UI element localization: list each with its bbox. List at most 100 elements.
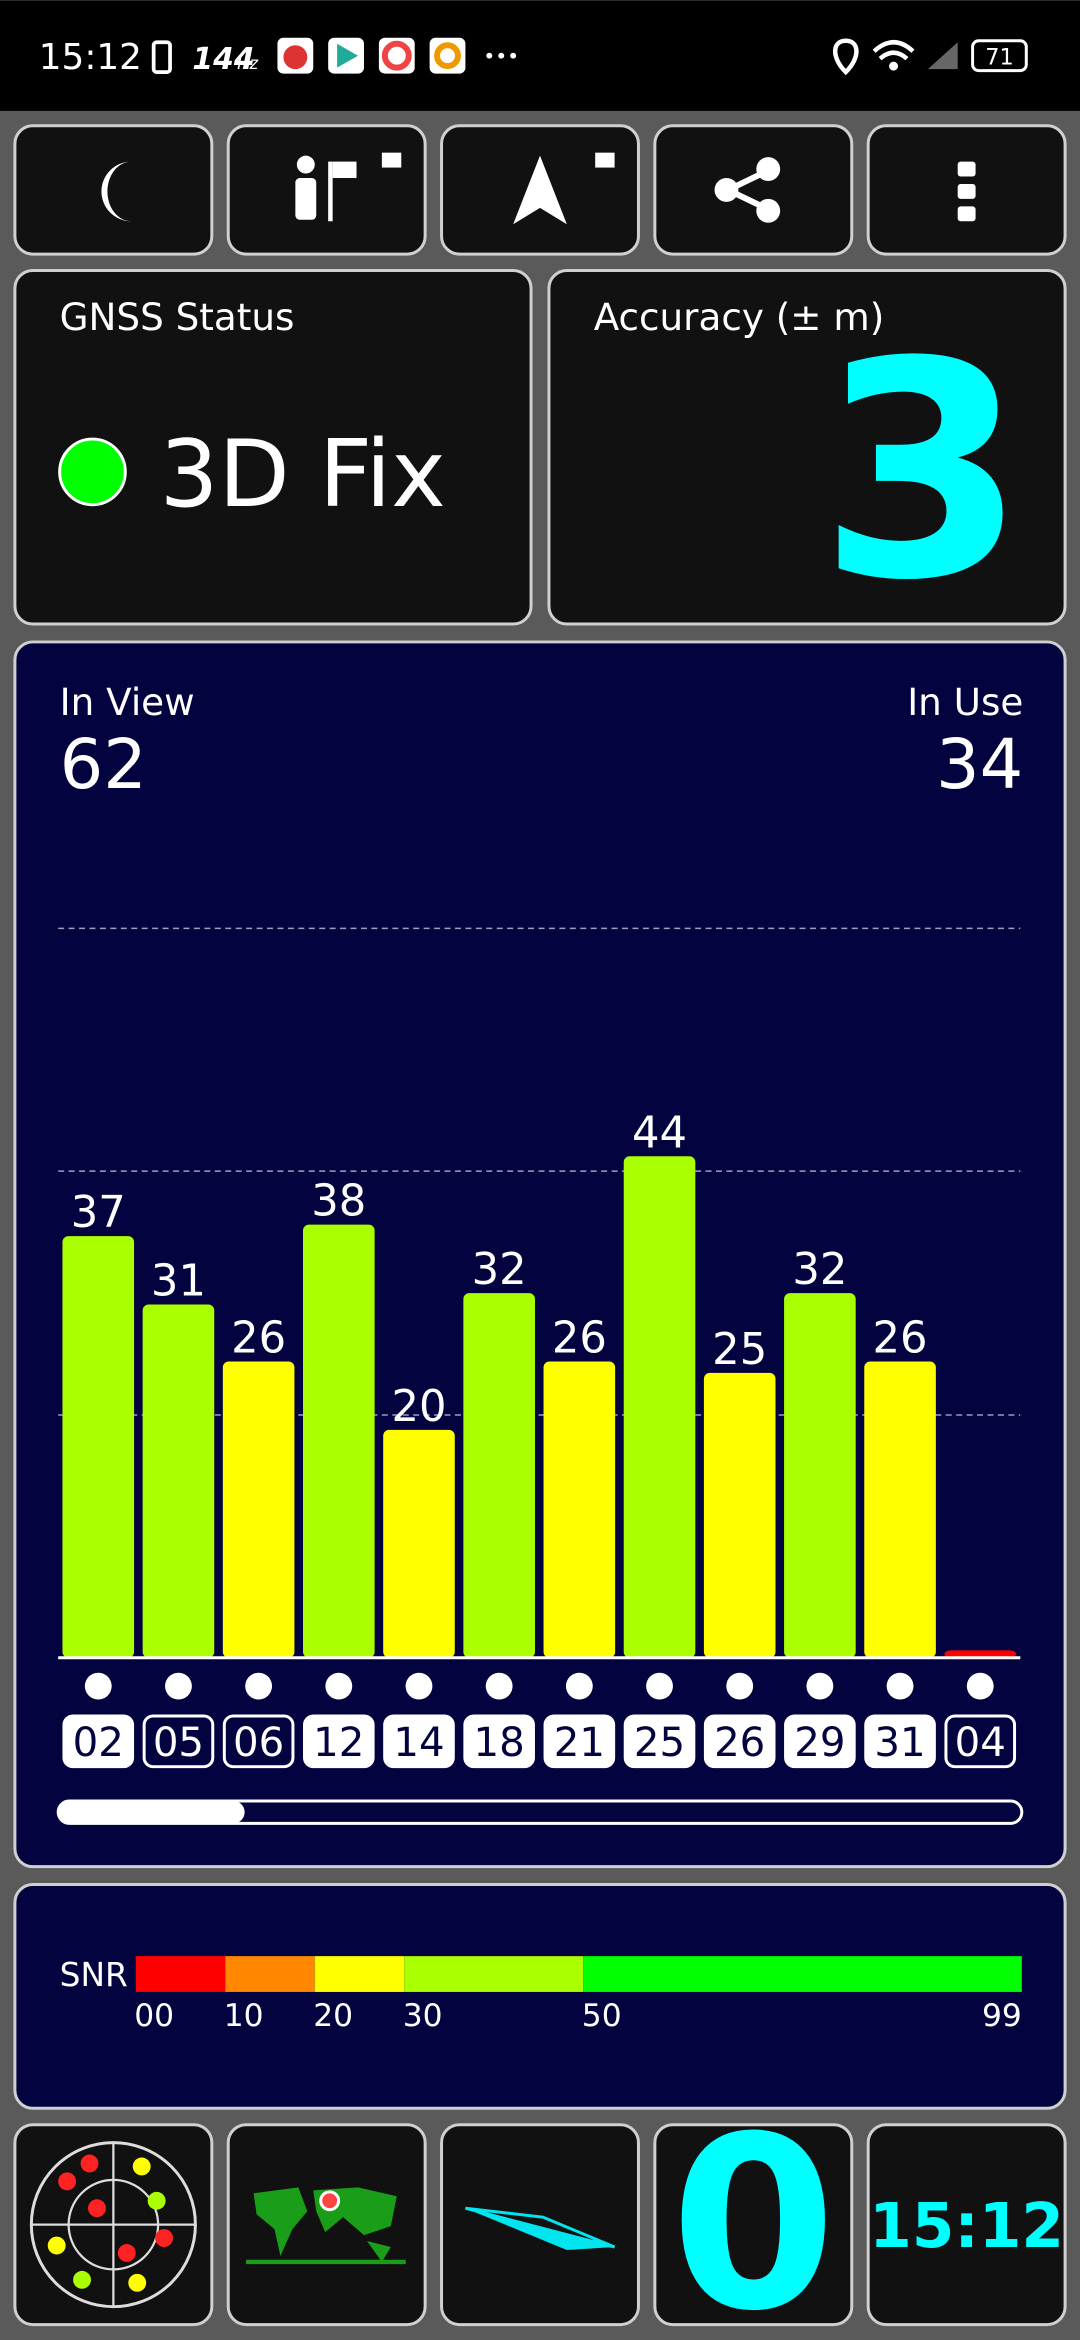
moon-icon [101,161,132,222]
snr-color-segment [404,1956,584,1992]
status-time: 15:12 [39,37,142,78]
satellite-id: 05 [153,1720,204,1766]
bar-value-label: 38 [311,1177,366,1227]
satellite-id: 29 [794,1720,845,1766]
lock-icon [381,152,402,168]
bar-value-label: 44 [632,1108,687,1158]
snr-color-segment [583,1956,1022,1992]
bar-value-label: 32 [472,1245,527,1295]
bar [543,1361,616,1658]
clock-button[interactable] [866,2123,1067,2327]
satellite-dot [165,1672,192,1700]
satellite-dot [84,1672,112,1700]
sky-sat [117,2244,136,2262]
bar [864,1361,936,1658]
location-icon [832,38,859,76]
satellite-badge [303,1714,375,1769]
battery-icon [971,39,1028,73]
in-use-count: 34 [936,725,1023,805]
menu-icon [957,183,976,199]
menu-icon [957,161,976,177]
compass-needle [465,2206,616,2249]
share-icon [756,198,781,223]
sky-sat [88,2199,106,2218]
satellite-dot [245,1672,273,1700]
clock: 15:12 [869,2191,1064,2262]
night-mode-button[interactable] [13,124,214,256]
wifi-icon [872,40,915,61]
sky-sat [128,2273,147,2292]
map-position [319,2190,341,2212]
bar-value-label: 20 [391,1382,446,1432]
battery-level: 71 [985,45,1013,71]
bar [222,1361,295,1658]
satellite-dot [726,1672,754,1700]
satellite-dot [806,1672,834,1700]
app-icon [381,40,412,71]
bottom-bar: 0 15:12 [13,2086,1067,2340]
satellite-dot [565,1672,593,1700]
accuracy-value: 3 [819,299,1027,646]
bar-value-label: 32 [792,1245,847,1295]
gnss-status-card [13,269,533,626]
satellite-id: 18 [474,1720,525,1766]
satellite-badge [543,1714,616,1769]
bar-value-label: 26 [231,1314,286,1364]
satellite-dot [325,1672,353,1700]
bar [463,1293,535,1658]
sky-sat [58,2172,77,2191]
snr-color-segment [225,1956,315,1992]
satellite-count: 0 [670,2086,836,2340]
satellite-id: 12 [313,1720,364,1766]
snr-tick-label: 10 [224,1998,264,2034]
person-icon [295,178,317,220]
satellite-badge [222,1714,295,1769]
share-icon [714,178,739,202]
satellite-dot [966,1672,994,1700]
bar-value-label: 25 [712,1325,767,1375]
satellite-id: 06 [233,1720,284,1766]
snr-tick-label: 00 [134,1998,174,2034]
flag-icon [328,161,333,222]
satellite-badge [383,1714,455,1769]
sky-sat [132,2157,151,2176]
scrollbar-thumb[interactable] [58,1800,245,1824]
menu-icon [957,206,976,222]
snr-tick-label: 50 [582,1998,622,2034]
more-dot [498,52,505,59]
satellite-id: 26 [714,1720,765,1766]
satellite-badge [142,1714,215,1769]
sky-sat [155,2229,174,2248]
toolbar [13,124,1067,256]
sky-sat [73,2270,91,2289]
app-icon [283,45,308,70]
compass-button[interactable] [440,2123,640,2327]
snr-tick-label: 30 [403,1998,443,2034]
satellite-dot [646,1672,673,1700]
bar [383,1429,455,1658]
satellite-id: 31 [874,1720,925,1766]
snr-legend-panel [13,1883,1067,2110]
satellite-badge [463,1714,535,1769]
satellite-count-button[interactable] [653,2123,854,2327]
snr-tick-label: 20 [313,1998,353,2034]
vibrate-icon [151,40,172,74]
fix-indicator [58,437,127,507]
in-view-label: In View [60,680,195,724]
satellite-id: 14 [393,1720,444,1766]
bar-value-label: 26 [873,1314,928,1364]
share-button[interactable] [653,124,854,256]
accuracy-card [547,269,1067,626]
bar [303,1224,375,1658]
satellite-id: 04 [955,1720,1006,1766]
satellite-dot [405,1672,433,1700]
satellite-id: 25 [634,1720,685,1766]
refresh-rate: 144 [192,42,254,77]
more-dot [510,52,517,59]
more-dot [486,52,493,59]
bar [62,1236,135,1658]
poi-button[interactable] [226,124,427,256]
sky-sat [80,2154,99,2173]
